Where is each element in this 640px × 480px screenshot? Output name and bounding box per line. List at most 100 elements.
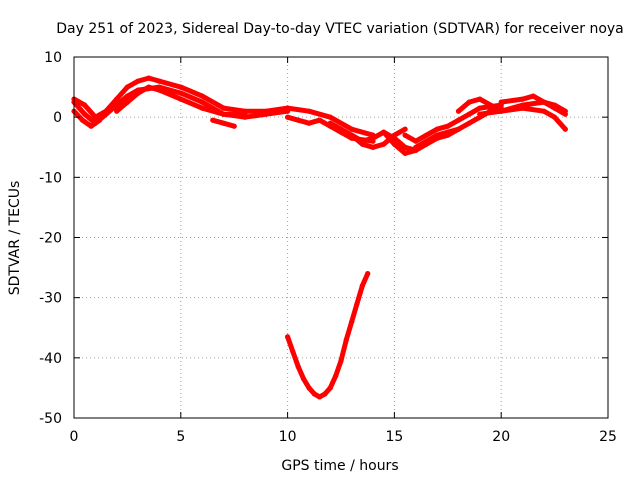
- data-point: [402, 150, 408, 156]
- data-point: [498, 99, 504, 105]
- data-point: [199, 93, 205, 99]
- data-point: [338, 358, 344, 364]
- data-point: [477, 105, 483, 111]
- data-point: [562, 126, 568, 132]
- data-point: [114, 108, 120, 114]
- data-point: [327, 114, 333, 120]
- data-point: [359, 141, 365, 147]
- x-tick-label: 0: [70, 429, 79, 445]
- data-point: [327, 385, 333, 391]
- data-point: [306, 108, 312, 114]
- series-track-d: [114, 84, 248, 117]
- data-point: [178, 96, 184, 102]
- data-point: [423, 132, 429, 138]
- data-point: [311, 391, 317, 397]
- data-point: [290, 349, 296, 355]
- data-point: [178, 90, 184, 96]
- data-point: [88, 123, 94, 129]
- series-track-h: [349, 126, 408, 150]
- data-point: [520, 96, 526, 102]
- data-point: [477, 96, 483, 102]
- series-line: [477, 105, 568, 132]
- data-point: [220, 111, 227, 117]
- x-tick-label: 10: [279, 429, 297, 445]
- data-point: [434, 132, 440, 138]
- data-point: [199, 105, 205, 111]
- data-point: [220, 105, 227, 111]
- data-point: [82, 102, 88, 108]
- data-point: [354, 301, 360, 307]
- data-point: [552, 114, 558, 120]
- y-tick-label: -50: [39, 411, 62, 427]
- x-tick-label: 20: [492, 429, 510, 445]
- series-line: [71, 108, 103, 129]
- data-point: [391, 141, 397, 147]
- data-point: [306, 385, 312, 391]
- x-tick-label: 5: [176, 429, 185, 445]
- data-point: [301, 376, 307, 382]
- data-point: [156, 78, 162, 84]
- data-point: [114, 102, 120, 108]
- data-point: [178, 84, 184, 90]
- data-point: [338, 126, 344, 132]
- data-point: [365, 271, 371, 277]
- data-point: [285, 334, 291, 340]
- x-tick-label: 25: [599, 429, 617, 445]
- data-point: [317, 394, 323, 400]
- axis-ticks: 0 5 10 15 20 25 -50 -40 -30 -20 -10 0 10: [39, 50, 617, 445]
- data-point: [349, 126, 355, 132]
- data-point: [487, 102, 494, 108]
- x-tick-label: 15: [385, 429, 403, 445]
- data-point: [391, 132, 397, 138]
- data-point: [349, 319, 355, 325]
- data-point: [530, 93, 536, 99]
- data-point: [562, 111, 568, 117]
- data-point: [97, 117, 103, 123]
- data-point: [295, 364, 301, 370]
- series-line: [285, 271, 371, 400]
- data-point: [455, 117, 462, 123]
- data-point: [242, 111, 248, 117]
- series-track-o: [285, 271, 371, 400]
- data-series: [71, 75, 568, 400]
- data-point: [466, 120, 472, 126]
- data-point: [124, 93, 130, 99]
- data-point: [231, 123, 237, 129]
- data-point: [285, 108, 291, 114]
- data-point: [103, 111, 109, 117]
- data-point: [263, 111, 269, 117]
- data-point: [413, 144, 419, 150]
- y-tick-label: -20: [39, 231, 62, 247]
- data-point: [135, 78, 141, 84]
- x-axis-label: GPS time / hours: [281, 458, 398, 474]
- data-point: [322, 391, 328, 397]
- data-point: [413, 138, 419, 144]
- data-point: [520, 105, 526, 111]
- data-point: [92, 114, 98, 120]
- data-point: [445, 123, 451, 129]
- data-point: [285, 114, 291, 120]
- data-point: [146, 84, 152, 90]
- y-tick-label: 10: [44, 50, 62, 66]
- data-point: [343, 337, 349, 343]
- data-point: [306, 120, 312, 126]
- data-point: [402, 144, 408, 150]
- data-point: [79, 117, 86, 123]
- data-point: [381, 141, 387, 147]
- data-point: [359, 283, 365, 289]
- data-point: [423, 138, 429, 144]
- data-point: [455, 126, 462, 132]
- data-point: [210, 117, 216, 123]
- data-point: [477, 111, 483, 117]
- data-point: [333, 373, 339, 379]
- series-track-m: [477, 105, 568, 132]
- data-point: [114, 96, 120, 102]
- chart-title: Day 251 of 2023, Sidereal Day-to-day VTE…: [56, 21, 624, 37]
- data-point: [434, 126, 440, 132]
- series-track-e: [210, 117, 237, 129]
- data-point: [317, 117, 323, 123]
- data-point: [498, 108, 504, 114]
- data-point: [552, 105, 558, 111]
- data-point: [349, 132, 355, 138]
